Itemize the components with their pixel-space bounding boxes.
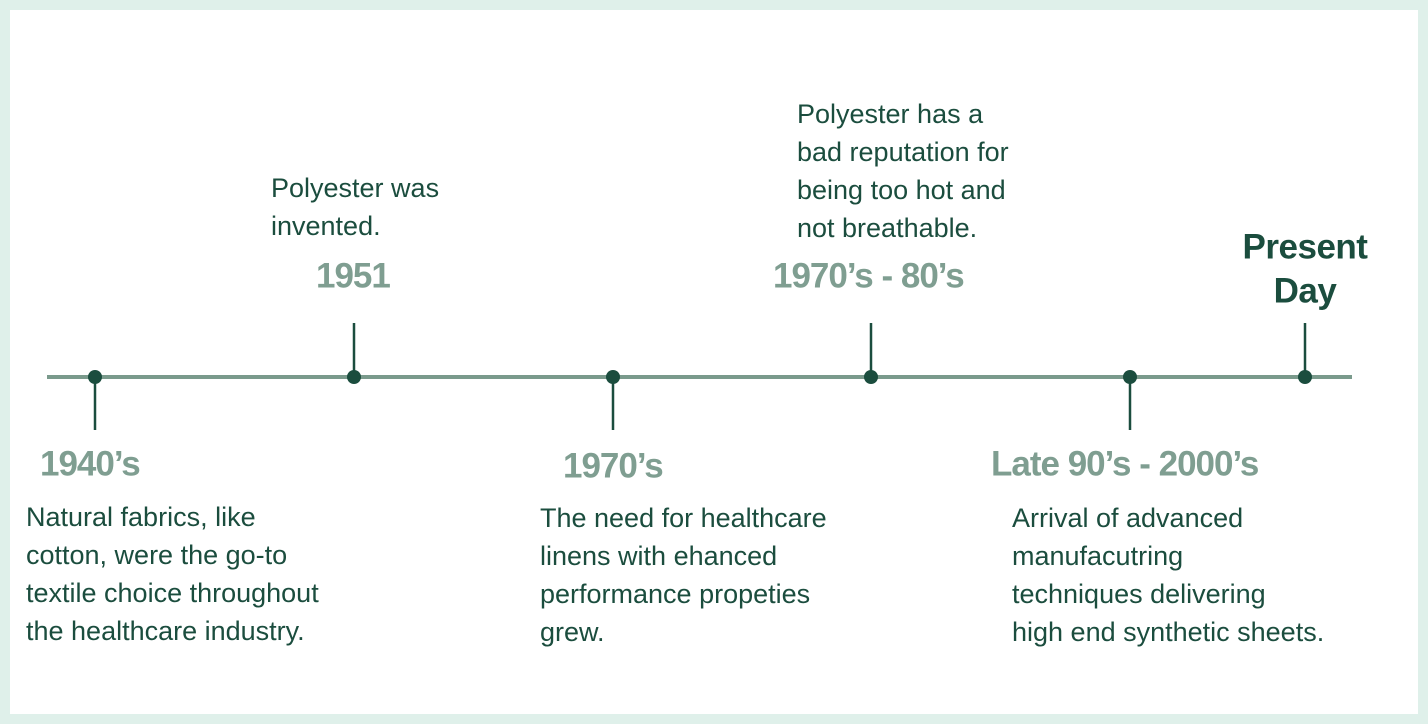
event-description: the healthcare industry. (26, 616, 305, 646)
event-description: Polyester was (271, 173, 439, 203)
dot (88, 370, 102, 384)
event-label: 1940’s (40, 444, 140, 483)
event-description: invented. (271, 211, 381, 241)
dot (606, 370, 620, 384)
event-label: Late 90’s - 2000’s (991, 444, 1259, 483)
event-description: Natural fabrics, like (26, 502, 256, 532)
event-description: bad reputation for (797, 137, 1009, 167)
event-label: Day (1274, 271, 1338, 310)
event-description: techniques delivering (1012, 579, 1266, 609)
dot (347, 370, 361, 384)
dot (864, 370, 878, 384)
panel (10, 10, 1418, 714)
event-label: 1970’s - 80’s (773, 256, 964, 295)
event-label: 1970’s (563, 446, 663, 485)
event-description: being too hot and (797, 175, 1006, 205)
event-description: The need for healthcare (540, 503, 827, 533)
event-description: manufacutring (1012, 541, 1183, 571)
dot (1298, 370, 1312, 384)
dot (1123, 370, 1137, 384)
event-description: performance propeties (540, 579, 810, 609)
event-description: high end synthetic sheets. (1012, 617, 1324, 647)
event-description: cotton, were the go-to (26, 540, 287, 570)
event-label: Present (1243, 227, 1369, 266)
event-description: grew. (540, 617, 605, 647)
event-description: textile choice throughout (26, 578, 319, 608)
event-description: Polyester has a (797, 99, 984, 129)
event-description: linens with ehanced (540, 541, 777, 571)
event-description: not breathable. (797, 213, 977, 243)
event-label: 1951 (316, 256, 390, 295)
event-description: Arrival of advanced (1012, 503, 1243, 533)
